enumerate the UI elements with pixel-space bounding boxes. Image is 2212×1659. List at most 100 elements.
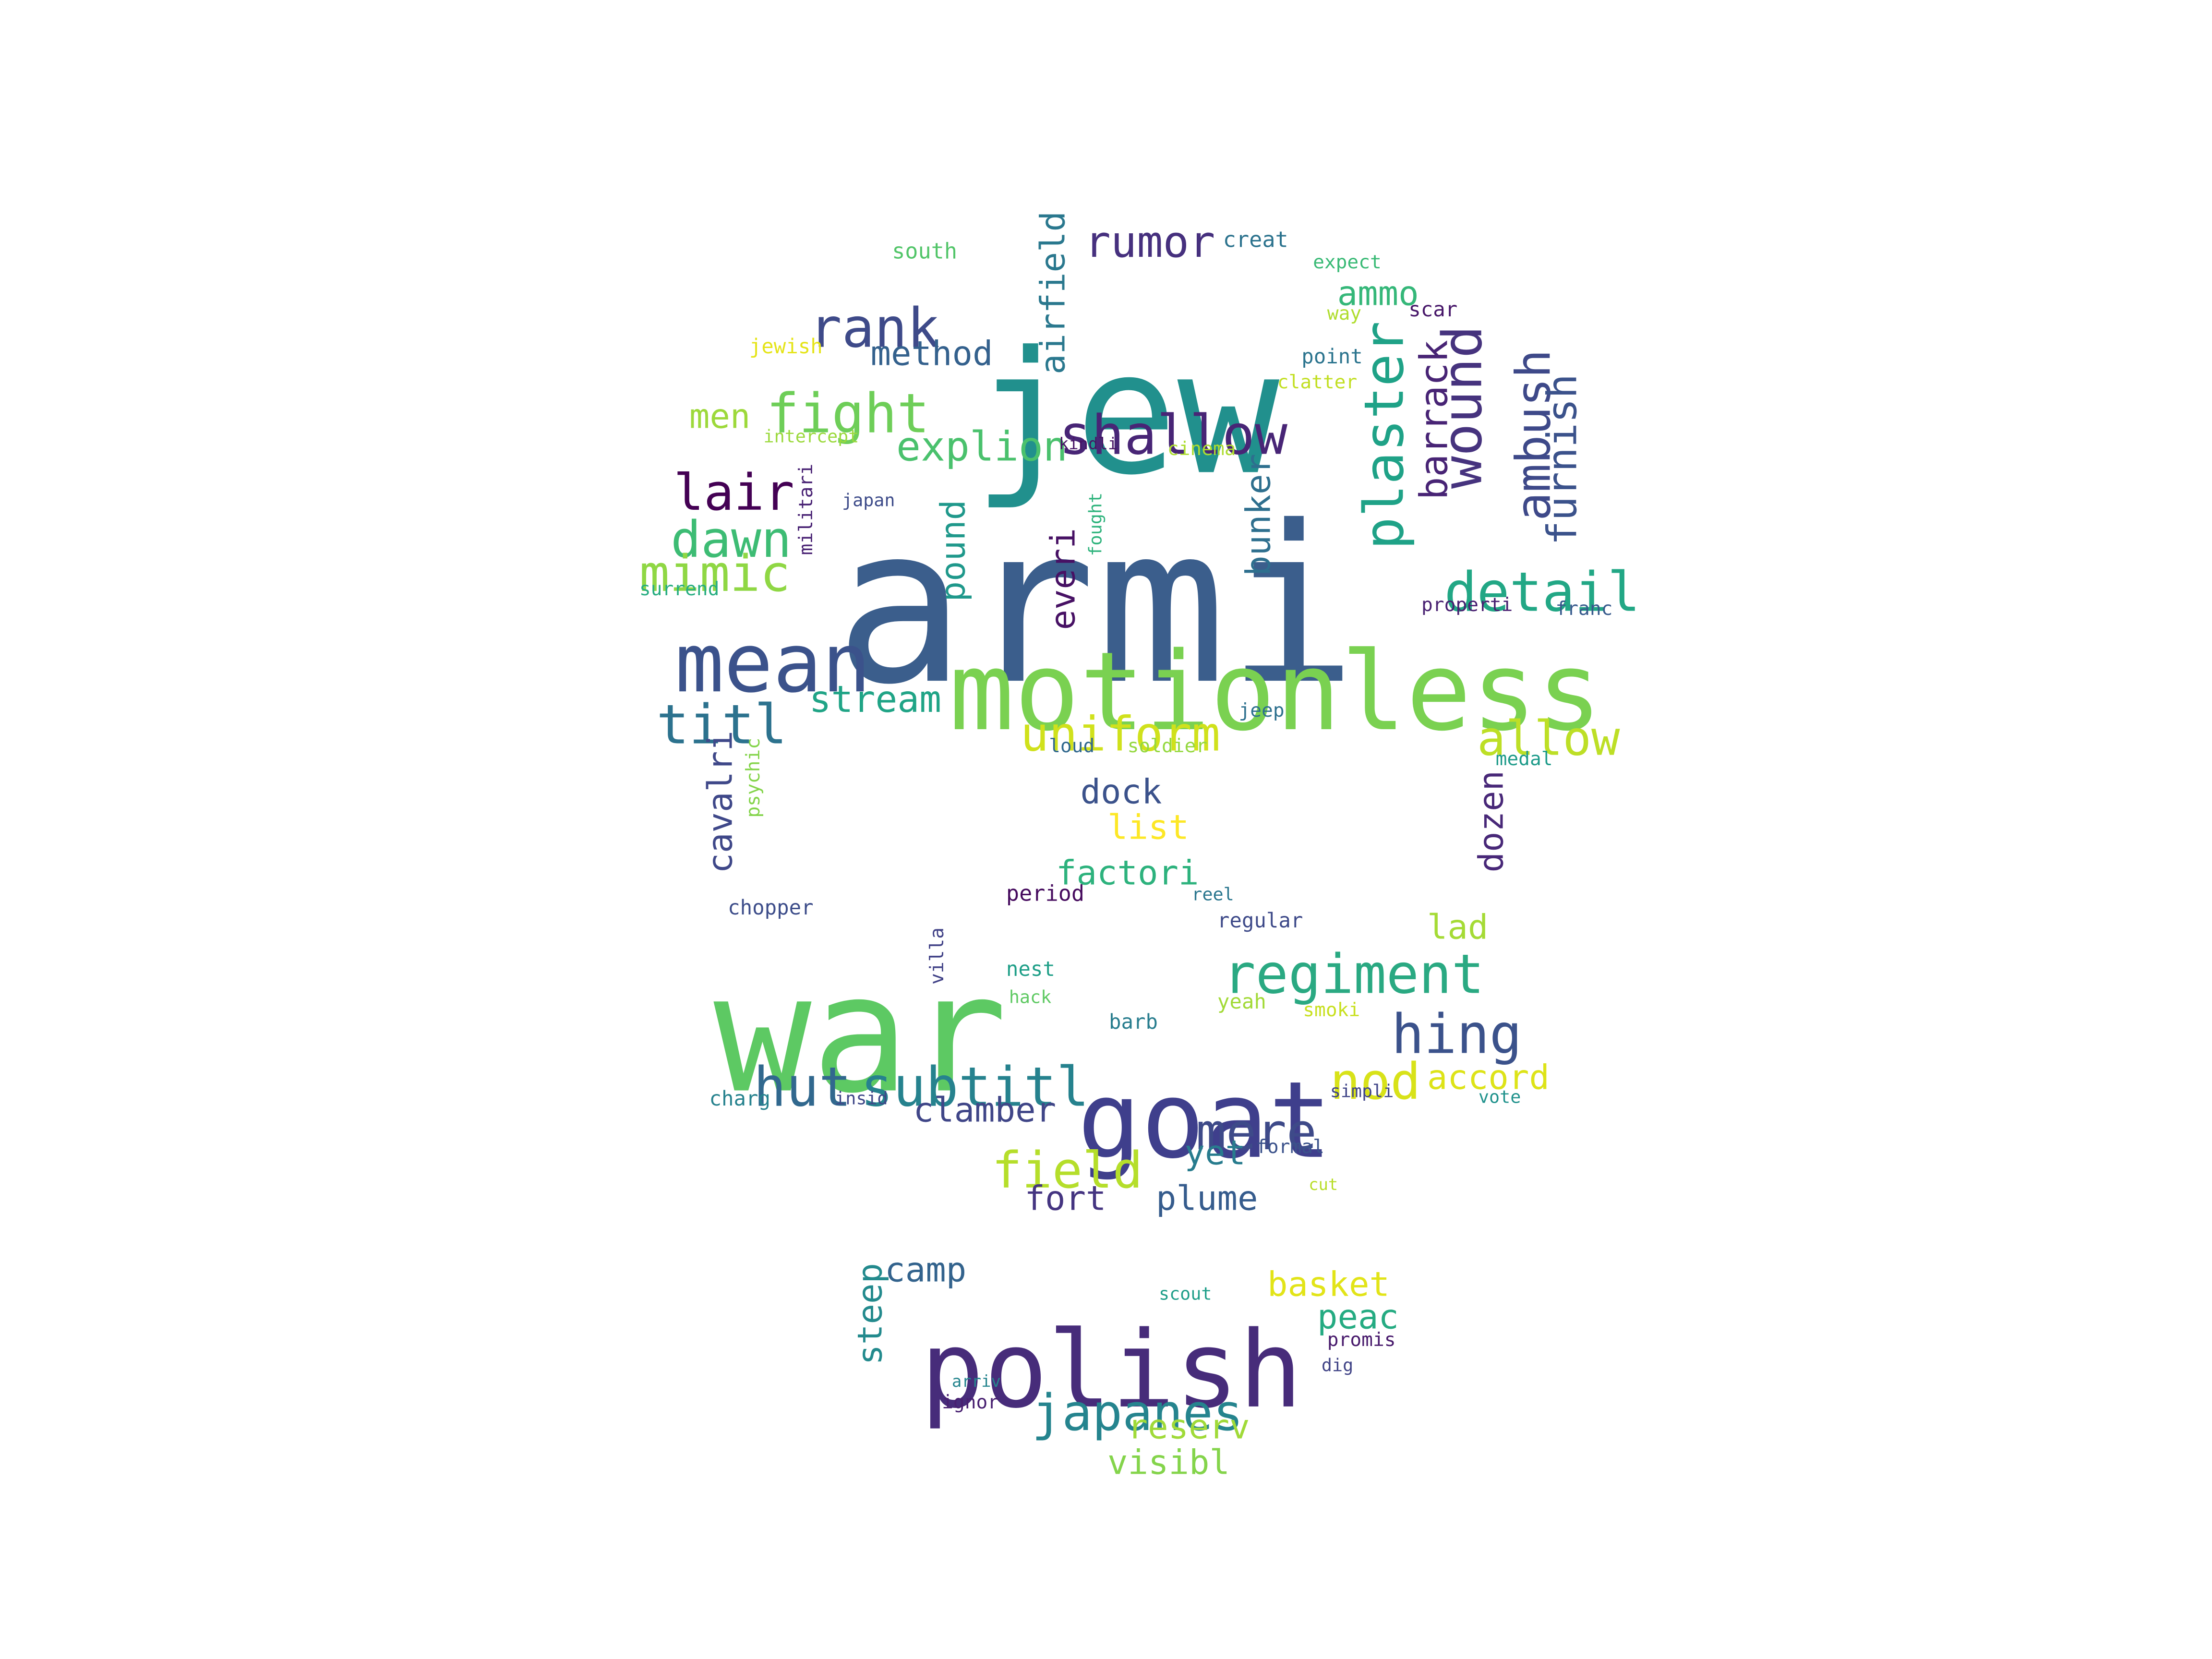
word-ammo: ammo: [1337, 274, 1419, 314]
word-camp: camp: [885, 1250, 967, 1290]
word-dig: dig: [1321, 1355, 1354, 1376]
word-cut: cut: [1309, 1175, 1338, 1194]
word-barb: barb: [1108, 1010, 1158, 1034]
word-lad: lad: [1427, 907, 1489, 948]
word-shallow: shallow: [1058, 403, 1287, 467]
word-barrack: barrack: [1412, 339, 1456, 500]
word-explion: explion: [896, 422, 1068, 470]
word-reserv: reserv: [1127, 1407, 1250, 1447]
word-visibl: visibl: [1107, 1442, 1230, 1482]
word-ignor: ignor: [942, 1391, 999, 1414]
word-soldier: soldier: [1127, 735, 1208, 757]
word-medal: medal: [1495, 747, 1553, 770]
word-scar: scar: [1408, 297, 1458, 321]
word-subtitl: subtitl: [860, 1055, 1089, 1119]
word-airfield: airfield: [1033, 211, 1073, 374]
word-titl: titl: [656, 693, 787, 757]
word-uniform: uniform: [1020, 707, 1221, 762]
word-cavalri: cavalri: [700, 731, 741, 874]
word-field: field: [992, 1141, 1143, 1200]
word-mere: mere: [1196, 1102, 1317, 1161]
word-psychic: psychic: [742, 737, 764, 818]
word-cinema: cinema: [1167, 438, 1236, 460]
word-jeep: jeep: [1238, 699, 1285, 721]
word-hing: hing: [1391, 1002, 1522, 1066]
word-motionless: motionless: [949, 628, 1602, 755]
word-mimic: mimic: [639, 544, 791, 603]
word-nod: nod: [1330, 1052, 1421, 1111]
word-yeah: yeah: [1217, 989, 1266, 1013]
word-vote: vote: [1478, 1086, 1521, 1107]
word-period: period: [1006, 880, 1085, 906]
word-jewish: jewish: [749, 335, 823, 359]
word-chopper: chopper: [728, 895, 814, 919]
word-surrend: surrend: [639, 578, 720, 601]
word-intercept: intercept: [763, 426, 859, 447]
word-scout: scout: [1158, 1284, 1212, 1305]
word-polish: polish: [920, 1308, 1303, 1431]
word-wound: wound: [1431, 325, 1494, 489]
word-dock: dock: [1080, 771, 1162, 812]
word-villa: villa: [926, 927, 949, 985]
word-peac: peac: [1317, 1297, 1399, 1337]
word-jew: jew: [973, 315, 1280, 513]
word-point: point: [1301, 345, 1363, 369]
word-war: war: [713, 939, 1008, 1129]
word-insid: insid: [835, 1088, 888, 1109]
word-men: men: [689, 396, 751, 436]
word-japan: japan: [842, 490, 895, 511]
word-formal: formal: [1256, 1136, 1324, 1158]
word-allow: allow: [1477, 711, 1620, 767]
word-steep: steep: [850, 1263, 890, 1365]
word-fought: fought: [1085, 492, 1106, 556]
word-simpli: simpli: [1330, 1081, 1394, 1102]
word-creat: creat: [1223, 227, 1288, 252]
word-fort: fort: [1024, 1178, 1106, 1218]
word-hack: hack: [1009, 986, 1052, 1008]
word-nest: nest: [1006, 957, 1055, 981]
word-plume: plume: [1156, 1178, 1258, 1218]
word-bunker: bunker: [1238, 454, 1278, 577]
word-armi: armi: [835, 480, 1358, 733]
word-dozen: dozen: [1471, 770, 1511, 873]
word-everi: everi: [1043, 528, 1083, 630]
word-hut: hut: [753, 1055, 852, 1119]
word-rank: rank: [809, 296, 940, 360]
word-furnish: furnish: [1538, 373, 1586, 545]
word-ambush: ambush: [1506, 349, 1562, 521]
word-properti: properti: [1421, 593, 1513, 616]
word-dawn: dawn: [671, 510, 792, 569]
word-japanes: japanes: [1032, 1383, 1243, 1442]
word-regular: regular: [1217, 908, 1303, 932]
word-loud: loud: [1049, 735, 1095, 757]
word-list: list: [1107, 807, 1189, 847]
word-arriv: arriv: [951, 1371, 1001, 1391]
word-accord: accord: [1427, 1057, 1550, 1097]
word-smoki: smoki: [1303, 999, 1360, 1022]
word-factori: factori: [1056, 853, 1199, 893]
word-detail: detail: [1444, 560, 1640, 624]
word-kindli: kindli: [1058, 434, 1118, 453]
word-charg: charg: [709, 1086, 771, 1110]
word-expect: expect: [1313, 251, 1382, 274]
word-clatter: clatter: [1277, 371, 1358, 393]
word-yet: yet: [1184, 1132, 1246, 1173]
word-pound: pound: [933, 499, 973, 602]
word-method: method: [870, 333, 993, 373]
word-stream: stream: [809, 677, 942, 721]
word-basket: basket: [1267, 1264, 1390, 1304]
word-clamber: clamber: [913, 1090, 1057, 1130]
word-way: way: [1327, 302, 1362, 325]
word-regiment: regiment: [1223, 943, 1484, 1006]
word-militari: militari: [794, 464, 817, 555]
word-south: south: [892, 238, 958, 264]
word-goat: goat: [1077, 1058, 1333, 1182]
word-reel: reel: [1191, 884, 1234, 905]
word-fight: fight: [766, 382, 930, 445]
word-promis: promis: [1327, 1328, 1396, 1351]
word-mean: mean: [675, 616, 871, 711]
word-franc: franc: [1555, 598, 1613, 620]
word-lair: lair: [673, 463, 794, 522]
word-plaster: plaster: [1352, 321, 1416, 550]
